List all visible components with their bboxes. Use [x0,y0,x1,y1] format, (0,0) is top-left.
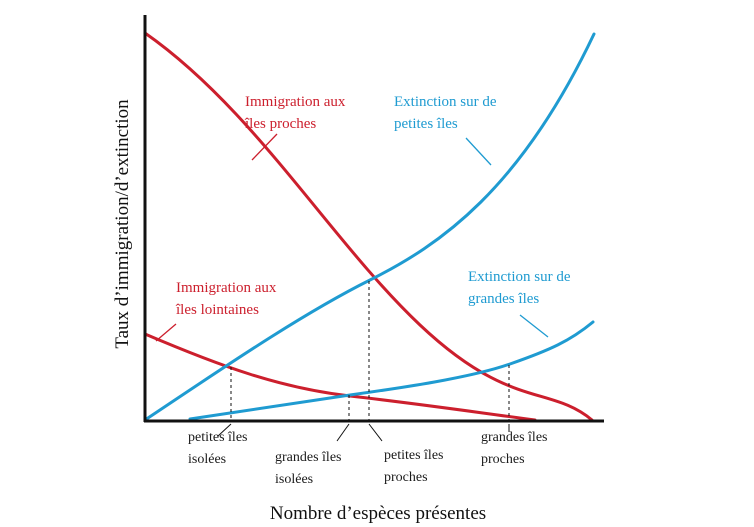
small-isolated-label-line-1: petites îles [188,430,248,445]
small-near-label-line-2: proches [384,470,428,485]
extinction-large-label-line-2: grandes îles [468,291,539,307]
leader-extinction-large [519,314,549,338]
immigration-far-label: Immigration aux îles lointaines [175,280,280,318]
extinction-small-label-line-2: petites îles [394,116,458,132]
large-isolated-label-line-1: grandes îles [275,450,341,465]
immigration-near-label-line-2: îles proches [244,116,316,132]
immigration-near-curve [143,31,594,422]
large-isolated-label: grandes îles isolées [275,450,345,487]
extinction-small-label: Extinction sur de petites îles [394,94,500,132]
immigration-near-label-line-1: Immigration aux [245,94,346,110]
extinction-small-label-line-1: Extinction sur de [394,94,497,110]
large-near-label-line-2: proches [481,452,525,467]
immigration-far-label-line-1: Immigration aux [176,280,277,296]
extinction-large-label-line-1: Extinction sur de [468,269,571,285]
x-axis-title: Nombre d’espèces présentes [270,503,486,524]
small-isolated-label-line-2: isolées [188,452,226,467]
extinction-large-label: Extinction sur de grandes îles [468,269,574,307]
leader-immigration-near [251,133,278,161]
immigration-far-curve [143,332,537,422]
leader-extinction-small [465,137,492,166]
immigration-near-label: Immigration aux îles proches [244,94,349,132]
y-axis-title: Taux d’immigration/d’extinction [112,99,133,349]
large-near-label: grandes îles proches [481,430,551,467]
immigration-far-label-line-2: îles lointaines [175,302,259,318]
large-near-label-line-1: grandes îles [481,430,547,445]
leader-immigration-far [155,323,177,342]
small-near-label: petites îles proches [384,448,447,485]
small-isolated-label: petites îles isolées [188,430,251,467]
leader-small-near [368,423,383,442]
extinction-large-curve [188,320,595,421]
small-near-label-line-1: petites îles [384,448,444,463]
large-isolated-label-line-2: isolées [275,472,313,487]
extinction-small-curve [143,32,596,422]
leader-large-isolated [336,423,350,442]
leader-small-isolated [217,423,232,437]
